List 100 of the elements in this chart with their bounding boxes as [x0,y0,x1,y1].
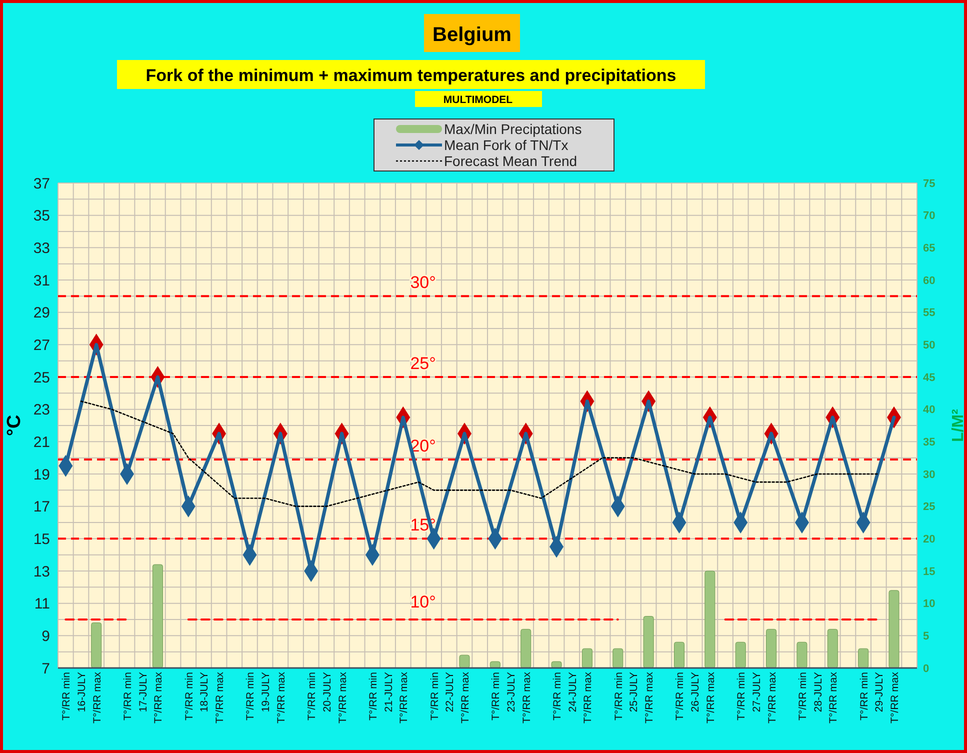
y2-tick-label: 20 [923,534,936,546]
y-tick-label: 19 [33,466,50,484]
x-tick-label: T°/RR min [244,672,257,721]
x-tick-label: 23-JULY [506,672,518,712]
y-tick-label: 9 [42,628,50,645]
y-tick-label: 21 [33,434,50,451]
bar [858,648,869,668]
y-tick-label: 7 [42,660,50,678]
x-tick-label: T°/RR max [275,671,288,724]
x-tick-label: T°/RR min [612,672,625,721]
x-tick-label: T°/RR min [552,672,564,721]
text: MULTIMODEL [443,94,514,106]
y2-tick-label: 55 [923,307,936,320]
y-tick-label: 25 [33,369,50,386]
x-tick-label: 26-JULY [690,672,702,712]
x-tick-label: T°/RR max [520,671,533,724]
x-tick-label: 25-JULY [628,672,640,712]
x-tick-label: T°/RR min [736,672,748,721]
x-tick-label: T°/RR min [674,672,686,721]
y-tick-label: 37 [33,175,50,192]
legend-label: Max/Min Preciptations [444,120,582,137]
y-tick-label: 33 [33,240,50,257]
bar [735,642,746,668]
legend-label: Forecast Mean Trend [444,152,578,169]
x-tick-label: 20-JULY [321,672,334,712]
x-tick-label: T°/RR max [766,671,778,724]
bar [643,616,654,668]
y2-tick-label: 5 [923,630,930,643]
x-tick-label: T°/RR min [122,672,134,721]
y2-axis-title: L/M² [950,409,967,442]
x-tick-label: T°/RR min [490,672,502,721]
chart-title: Belgium [432,24,512,46]
x-tick-label: T°/RR max [152,671,165,724]
y-tick-label: 27 [33,336,50,354]
legend-label: Mean Fork of TN/Tx [444,136,568,153]
x-tick-label: T°/RR max [704,671,717,724]
bar [888,590,900,668]
y2-tick-label: 30 [923,468,936,481]
bar [551,661,562,668]
y2-tick-label: 25 [923,501,936,514]
y-tick-label: 35 [33,208,50,225]
x-tick-label: 22-JULY [444,672,456,712]
y2-tick-label: 65 [923,242,936,255]
y-tick-label: 29 [33,304,50,322]
y2-tick-label: 70 [923,210,936,222]
ref-line-label: 25° [410,354,436,373]
y-tick-label: 31 [33,272,50,290]
bar [459,654,470,668]
x-tick-label: 19-JULY [260,672,272,712]
bar [91,622,102,668]
y-tick-label: 15 [33,530,50,548]
x-tick-label: T°/RR min [306,672,318,721]
x-tick-label: 18-JULY [198,672,211,712]
x-tick-label: T°/RR max [582,671,594,724]
bar [796,642,808,668]
y2-tick-label: 45 [923,372,936,384]
x-tick-label: T°/RR min [796,672,809,721]
x-tick-label: T°/RR min [183,672,196,721]
y2-tick-label: 10 [923,598,936,610]
x-tick-label: T°/RR min [367,672,380,721]
x-tick-label: T°/RR max [398,671,410,724]
x-tick-label: 29-JULY [874,672,886,712]
y-tick-label: 13 [33,563,50,580]
x-tick-label: 21-JULY [382,672,395,712]
bar [827,628,838,668]
x-tick-label: T°/RR max [336,671,349,724]
x-tick-label: T°/RR max [91,671,104,724]
y-axis-title: °C [4,414,25,436]
x-tick-label: 28-JULY [812,672,824,712]
bar [766,628,777,668]
y2-tick-label: 75 [923,178,936,190]
x-tick-label: T°/RR max [888,671,901,724]
x-tick-label: 24-JULY [566,672,579,712]
bar [612,648,624,668]
x-tick-label: T°/RR max [644,671,656,724]
x-tick-label: T°/RR max [459,671,472,724]
x-tick-label: 16-JULY [76,672,88,712]
ref-line-label: 30° [410,273,436,292]
y-tick-label: 23 [33,402,50,419]
y2-tick-label: 15 [923,566,936,578]
y-tick-label: 11 [34,596,50,613]
x-tick-label: T°/RR min [428,672,441,721]
annotation: 10° [410,592,436,612]
y2-tick-label: 35 [923,436,936,449]
bar [674,642,684,668]
x-tick-label: T°/RR min [858,672,870,721]
bar [152,564,163,668]
bar [520,628,532,668]
chart-subtitle: Fork of the minimum + maximum temperatures and precipitations [146,66,676,85]
x-tick-label: 27-JULY [750,672,763,712]
y2-tick-label: 0 [923,662,930,675]
bar [704,570,716,668]
bar [582,648,592,668]
x-tick-label: T°/RR max [214,671,226,724]
y2-tick-label: 40 [923,404,936,416]
line-series [80,400,880,507]
x-tick-label: T°/RR max [828,671,840,724]
y2-tick-label: 50 [923,340,936,352]
x-tick-label: T°/RR min [60,672,73,721]
x-tick-label: 17-JULY [137,672,150,712]
